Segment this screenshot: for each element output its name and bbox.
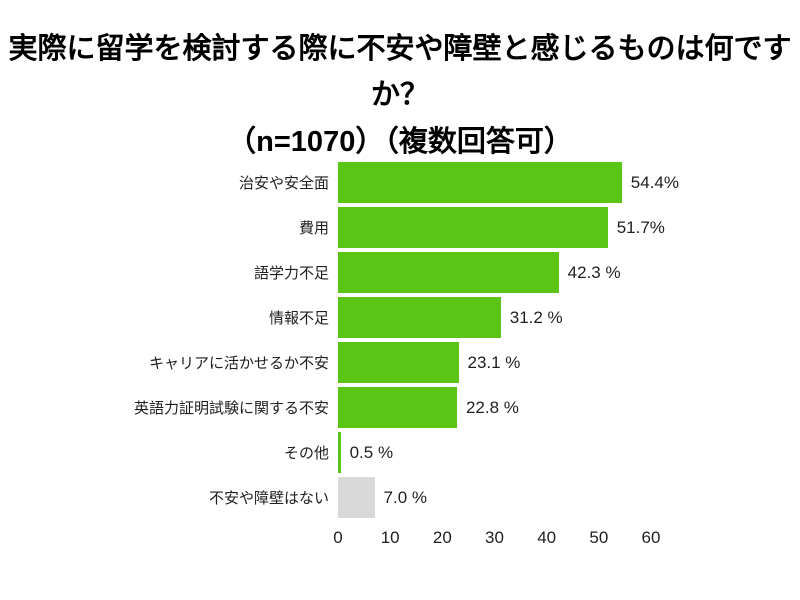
bar xyxy=(338,342,459,383)
category-label: キャリアに活かせるか不安 xyxy=(148,355,329,372)
bar-row: 不安や障壁はない 7.0 % xyxy=(0,475,800,520)
value-label: 22.8 % xyxy=(465,397,519,417)
value-label: 31.2 % xyxy=(509,307,563,327)
bar xyxy=(338,162,622,203)
bar-track: 22.8 % xyxy=(338,387,651,428)
bar xyxy=(338,432,341,473)
x-axis-tick: 20 xyxy=(432,528,452,547)
bar xyxy=(338,207,608,248)
bar-row: 語学力不足 42.3 % xyxy=(0,250,800,295)
bar-rows: 治安や安全面 54.4% 費用 51.7% 語学力不足 42.3 % 情報不足 31.2 % キ… xyxy=(0,160,800,520)
x-axis-tick: 60 xyxy=(641,528,661,547)
x-axis-tick: 40 xyxy=(537,528,557,547)
value-label: 54.4% xyxy=(630,172,679,192)
bar xyxy=(338,297,501,338)
bar-track: 54.4% xyxy=(338,162,679,203)
bar-track: 51.7% xyxy=(338,207,665,248)
category-label: 英語力証明試験に関する不安 xyxy=(133,400,329,417)
x-axis-tick: 10 xyxy=(380,528,400,547)
bar-row: その他 0.5 % xyxy=(0,430,800,475)
bar-row: 治安や安全面 54.4% xyxy=(0,160,800,205)
category-label: 治安や安全面 xyxy=(238,175,329,192)
bar-track: 0.5 % xyxy=(338,432,651,473)
chart-title-block: 実際に留学を検討する際に不安や障壁と感じるものは何ですか？ （n=1070）（複… xyxy=(0,0,800,165)
page-subtitle: （n=1070）（複数回答可） xyxy=(227,125,573,158)
category-label: 情報不足 xyxy=(268,310,329,327)
bar xyxy=(338,387,457,428)
x-axis: 0 10 20 30 40 50 60 xyxy=(333,524,660,554)
page-title: 実際に留学を検討する際に不安や障壁と感じるものは何ですか？ xyxy=(8,33,792,112)
bar-track: 42.3 % xyxy=(338,252,651,293)
bar-track: 7.0 % xyxy=(338,477,651,518)
bar-track: 31.2 % xyxy=(338,297,651,338)
value-label: 0.5 % xyxy=(349,442,394,462)
bar-row: キャリアに活かせるか不安 23.1 % xyxy=(0,340,800,385)
bar-row: 英語力証明試験に関する不安 22.8 % xyxy=(0,385,800,430)
bar xyxy=(338,252,559,293)
bar xyxy=(338,477,375,518)
value-label: 51.7% xyxy=(616,217,665,237)
value-label: 23.1 % xyxy=(467,352,521,372)
value-label: 42.3 % xyxy=(567,262,621,282)
bar-chart: 治安や安全面 54.4% 費用 51.7% 語学力不足 42.3 % 情報不足 31.2 % キ… xyxy=(0,160,800,554)
x-axis-tick: 30 xyxy=(485,528,504,547)
bar-row: 費用 51.7% xyxy=(0,205,800,250)
value-label: 7.0 % xyxy=(383,487,427,507)
x-axis-tick: 0 xyxy=(333,528,343,547)
category-label: 費用 xyxy=(298,220,329,237)
category-label: 語学力不足 xyxy=(253,265,329,282)
category-label: 不安や障壁はない xyxy=(208,490,329,507)
category-label: その他 xyxy=(283,445,329,462)
bar-track: 23.1 % xyxy=(338,342,651,383)
bar-row: 情報不足 31.2 % xyxy=(0,295,800,340)
x-axis-tick: 50 xyxy=(589,528,609,547)
